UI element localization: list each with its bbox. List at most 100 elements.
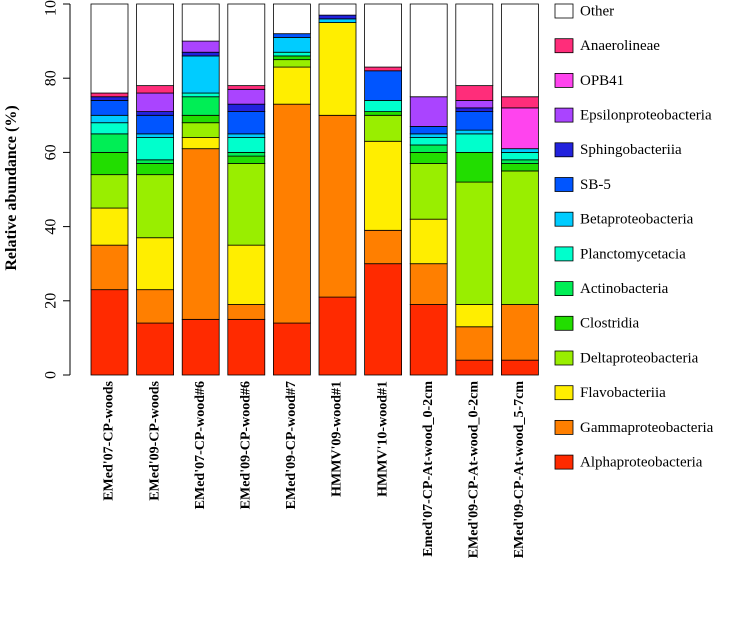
bar-segment bbox=[409, 137, 448, 146]
legend-item: Epsilonproteobacteria bbox=[554, 108, 712, 124]
legend-swatch bbox=[554, 142, 574, 158]
bar-segment bbox=[364, 263, 403, 376]
bar-segment bbox=[136, 92, 175, 112]
legend-item: Planctomycetacia bbox=[554, 246, 686, 262]
bar-segment bbox=[136, 137, 175, 161]
bar-segment bbox=[227, 163, 266, 246]
bar-segment bbox=[181, 51, 220, 57]
legend-label: Alphaproteobacteria bbox=[580, 455, 703, 471]
legend-swatch bbox=[554, 350, 574, 366]
legend-label: Deltaproteobacteria bbox=[580, 350, 699, 366]
bar-segment bbox=[272, 59, 311, 68]
bar-segment bbox=[409, 126, 448, 135]
bar-segment bbox=[364, 70, 403, 101]
bar-segment bbox=[272, 55, 311, 61]
x-tick-label: HMMV'10-wood#1 bbox=[375, 381, 390, 497]
bar-segment bbox=[136, 163, 175, 176]
bar-segment bbox=[181, 92, 220, 98]
bar-segment bbox=[227, 151, 266, 157]
bar-segment bbox=[272, 66, 311, 105]
bar-segment bbox=[227, 111, 266, 135]
bar-segment bbox=[90, 289, 129, 376]
legend-swatch bbox=[554, 454, 574, 470]
legend-item: Alphaproteobacteria bbox=[554, 454, 703, 471]
x-tick-label: EMed'09-CP-woods bbox=[147, 380, 162, 500]
bar-stack bbox=[90, 3, 129, 376]
bar-segment bbox=[500, 107, 539, 150]
bar-segment bbox=[181, 3, 220, 42]
bar-segment bbox=[409, 263, 448, 305]
bar-segment bbox=[500, 359, 539, 376]
bar-segment bbox=[318, 296, 357, 376]
bar-segment bbox=[90, 96, 129, 101]
bar-segment bbox=[90, 151, 129, 176]
bar-segment bbox=[409, 304, 448, 376]
legend-item: Other bbox=[554, 3, 614, 19]
bar-segment bbox=[136, 159, 175, 164]
legend: Other Anaerolineae OPB41 Epsilonproteobacte… bbox=[554, 3, 714, 471]
bar-segment bbox=[181, 40, 220, 53]
legend-label: Actinobacteria bbox=[580, 281, 669, 297]
bar-segment bbox=[409, 218, 448, 265]
bar-segment bbox=[90, 114, 129, 124]
bar-segment bbox=[90, 174, 129, 209]
bar-segment bbox=[272, 103, 311, 324]
bar-segment bbox=[136, 3, 175, 87]
bar-segment bbox=[181, 318, 220, 376]
bar-segment bbox=[364, 66, 403, 72]
legend-label: SB-5 bbox=[580, 177, 611, 193]
legend-swatch bbox=[554, 211, 574, 227]
bar-segment bbox=[90, 244, 129, 291]
x-tick-labels: EMed'07-CP-woods EMed'09-CP-woods EMed'07-… bbox=[102, 380, 527, 558]
legend-label: Flavobacteriia bbox=[580, 385, 666, 401]
bar-segment bbox=[227, 318, 266, 376]
bar-segment bbox=[227, 85, 266, 90]
bar-segment bbox=[227, 88, 266, 105]
legend-label: Other bbox=[580, 3, 614, 19]
bar-stack bbox=[181, 3, 220, 376]
bar-segment bbox=[455, 85, 494, 101]
bar-segment bbox=[90, 92, 129, 98]
bar-segment bbox=[272, 51, 311, 57]
bar-segment bbox=[364, 114, 403, 142]
bar-stack bbox=[272, 3, 311, 376]
bar-segment bbox=[90, 100, 129, 116]
bar-segment bbox=[136, 85, 175, 94]
bar-segment bbox=[455, 326, 494, 361]
y-tick-label: 40 bbox=[43, 219, 60, 235]
bar-segment bbox=[90, 122, 129, 135]
bar-segment bbox=[455, 359, 494, 376]
y-tick-label: 100 bbox=[43, 0, 60, 16]
bar-segment bbox=[364, 100, 403, 112]
legend-swatch bbox=[554, 38, 574, 54]
bar-segment bbox=[455, 129, 494, 135]
bar-stack bbox=[455, 3, 494, 376]
legend-swatch bbox=[554, 73, 574, 88]
legend-label: Clostridia bbox=[580, 316, 640, 332]
bar-segment bbox=[500, 96, 539, 109]
bar-segment bbox=[136, 174, 175, 239]
legend-label: Betaproteobacteria bbox=[580, 212, 694, 228]
bar-segment bbox=[90, 207, 129, 246]
x-tick-label: EMed'09-CP-At-wood_5-7cm bbox=[512, 381, 527, 559]
x-tick-label: EMed'07-CP-wood#6 bbox=[193, 381, 208, 509]
legend-label: OPB41 bbox=[580, 73, 624, 89]
bar-segment bbox=[455, 111, 494, 131]
bar-stack bbox=[500, 3, 539, 376]
legend-item: Betaproteobacteria bbox=[554, 211, 694, 228]
bar-segment bbox=[318, 22, 357, 116]
y-tick-label: 20 bbox=[43, 293, 60, 309]
legend-swatch bbox=[554, 385, 574, 401]
bar-stack bbox=[364, 3, 403, 376]
bar-segment bbox=[136, 133, 175, 138]
bar-segment bbox=[272, 322, 311, 376]
bar-segment bbox=[364, 229, 403, 265]
bar-segment bbox=[181, 122, 220, 138]
bar-segment bbox=[409, 3, 448, 98]
bar-segment bbox=[409, 151, 448, 164]
legend-item: OPB41 bbox=[554, 73, 624, 89]
legend-label: Gammaproteobacteria bbox=[580, 420, 714, 436]
bar-segment bbox=[500, 163, 539, 172]
bar-segment bbox=[455, 133, 494, 153]
